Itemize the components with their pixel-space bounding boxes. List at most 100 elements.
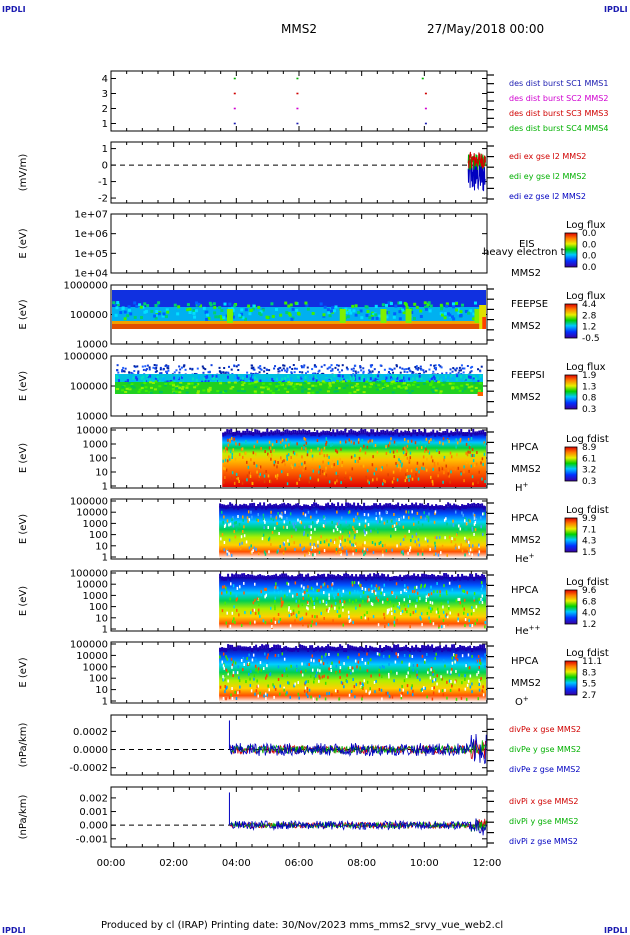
hpca-o-panel-speckle [313,659,315,663]
hpca-o-panel-spectrum-edge [389,646,392,651]
hpca-o-panel-spectrum-edge [259,646,262,651]
hpca-h-panel-speckle [359,448,361,452]
hpca-h-panel-spectrum-edge [272,431,275,436]
hpca-h-panel-speckle [339,458,342,462]
hpca-h-panel-speckle [407,439,409,443]
feeps-i-panel-speckle-low [236,389,240,392]
hpca-he-panel-spectrum-edge [355,505,358,510]
hpca-h-panel-speckle [286,473,289,477]
hpca-hepp-panel-spectrum-edge [309,576,312,581]
hpca-h-panel-speckle [463,479,465,483]
hpca-he-panel-speckle [438,535,441,539]
hpca-o-panel-speckle [341,682,344,686]
hpca-hepp-panel-speckle [301,603,304,607]
hpca-he-panel-spectrum-edge [357,502,360,507]
feeps-i-panel-speckle-mid [436,376,439,380]
hpca-h-panel-speckle [375,467,378,471]
hpca-hepp-panel-speckle [274,586,277,590]
hpca-he-panel-speckle [464,517,467,521]
hpca-o-panel-speckle [433,669,436,673]
feeps-i-panel-speckle-high [155,370,158,373]
hpca-he-panel-speckle [237,515,239,519]
hpca-he-panel-speckle [418,543,421,547]
feeps-i-panel-speckle-high [208,370,211,373]
hpca-hepp-panel-speckle [277,612,280,616]
hpca-h-panel-speckle [311,467,314,471]
hpca-h-panel-speckle [331,460,334,464]
hpca-hepp-panel-spectrum-edge [251,574,254,579]
hpca-hepp-panel-instrument: HPCA [511,585,539,596]
hpca-h-panel-speckle [224,458,227,462]
hpca-hepp-panel-speckle [320,585,322,589]
hpca-h-panel-spectrum-edge [308,429,311,434]
hpca-hepp-panel-spectrum-edge [457,574,460,579]
feeps-i-panel-speckle-low [207,390,211,393]
hpca-h-panel-speckle [230,436,233,440]
hpca-o-panel-speckle [376,652,379,656]
feeps-i-panel-speckle-mid [217,380,220,384]
hpca-hepp-panel-spectrum-edge [421,573,424,578]
hpca-he-panel-speckle [474,528,477,532]
feeps-i-panel-speckle-low [345,384,349,387]
hpca-he-panel-speckle [238,542,241,546]
feeps-i-panel-speckle-high [137,370,140,373]
hpca-he-panel-spectrum-edge [317,504,320,509]
hpca-hepp-panel-speckle [416,591,419,595]
hpca-o-panel-speckle [300,670,302,674]
hpca-hepp-panel-spectrum-edge [241,573,244,578]
hpca-h-panel-speckle [324,469,327,473]
hpca-h-panel-speckle [231,471,234,475]
hpca-o-panel-speckle [232,660,235,664]
hpca-h-panel-speckle [331,442,334,446]
hpca-h-panel-speckle [328,455,330,459]
feeps-i-panel-speckle-low [349,384,353,387]
hpca-hepp-panel-speckle [440,602,443,606]
hpca-h-panel-speckle [246,474,249,478]
hpca-he-panel-speckle [304,553,306,557]
hpca-h-panel-speckle [357,460,359,464]
feeps-i-panel-speckle-high [146,364,149,367]
hpca-o-panel-speckle [339,675,341,679]
feeps-i-panel-speckle-high [362,370,365,373]
feeps-i-panel-speckle-low [376,388,380,391]
hpca-he-panel-spectrum-edge [287,503,290,508]
hpca-o-panel-speckle [293,684,295,688]
hpca-hepp-panel-spectrum-edge [343,573,346,578]
hpca-h-panel-spectrum-edge [456,429,459,434]
hpca-hepp-panel-speckle [364,616,367,620]
hpca-hepp-panel-speckle [407,586,409,590]
hpca-hepp-panel-speckle [383,583,386,587]
hpca-o-panel-speckle [230,657,233,661]
hpca-he-panel-speckle [415,534,417,538]
hpca-hepp-panel-spectrum-edge [269,575,272,580]
hpca-o-panel-speckle [245,680,247,684]
hpca-o-panel-spectrum-edge [381,648,384,653]
hpca-hepp-panel-speckle [243,581,245,585]
hpca-hepp-panel-speckle [392,604,395,608]
hpca-hepp-panel-speckle [273,590,276,594]
hpca-h-panel-speckle [241,481,244,485]
hpca-he-panel-speckle [429,547,431,551]
hpca-h-panel-spectrum-edge [462,431,465,436]
hpca-he-panel-speckle [407,551,409,555]
feeps-i-panel-speckle-mid [314,375,317,379]
hpca-o-panel-speckle [456,658,459,662]
hpca-hepp-panel-speckle [368,598,370,602]
eis-panel-cbar-tick: 0.0 [582,252,597,262]
hpca-he-panel-speckle [364,519,367,523]
hpca-hepp-panel-speckle [277,591,280,595]
hpca-h-panel-speckle [354,454,356,458]
feeps-i-panel-speckle-high [160,372,163,375]
feeps-i-panel-speckle-high [471,365,474,368]
hpca-h-panel-speckle [233,481,236,485]
hpca-h-panel-speckle [423,467,425,471]
hpca-h-panel-speckle [306,450,309,454]
feeps-i-panel-speckle-low [393,387,397,390]
hpca-h-panel-species-charge: + [523,481,529,489]
feeps-i-panel-speckle-mid [251,378,254,382]
feeps-i-panel-speckle-low [438,391,442,394]
feeps-i-panel-speckle-high [399,371,402,374]
feeps-i-panel-speckle-high [277,368,280,371]
hpca-he-panel-speckle [318,550,321,554]
hpca-he-panel-speckle [341,546,344,550]
